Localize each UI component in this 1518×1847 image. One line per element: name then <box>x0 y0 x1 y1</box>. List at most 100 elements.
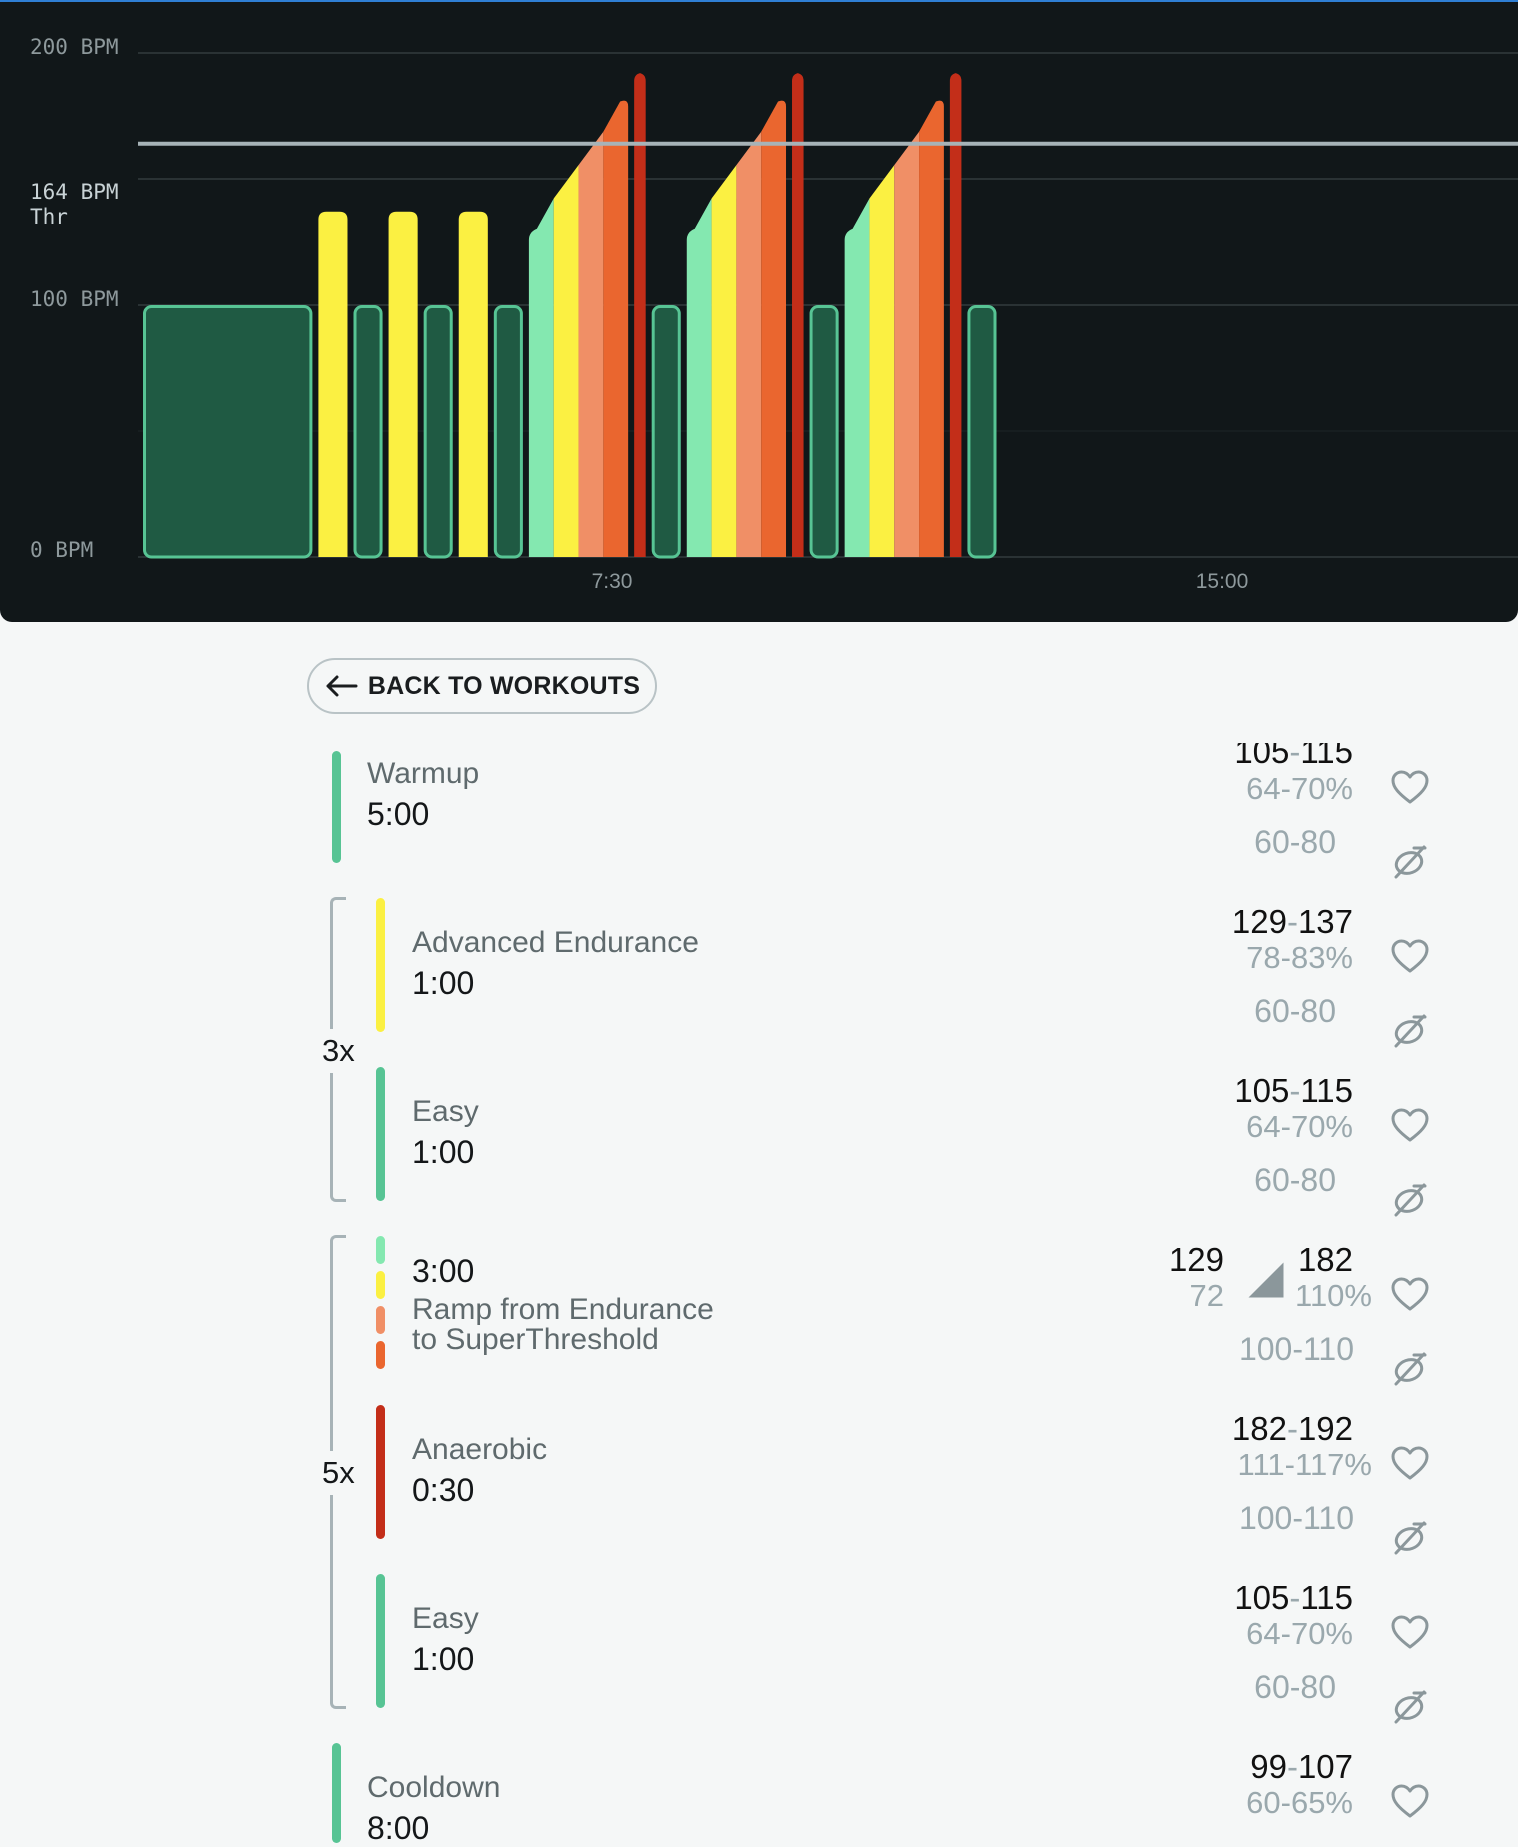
cadence-icon[interactable] <box>1390 1348 1430 1388</box>
ramp-segment-endurance <box>528 198 554 557</box>
heart-icon[interactable] <box>1390 1444 1430 1484</box>
advanced-endurance-bar <box>318 211 348 557</box>
advanced-endurance-cadence: 60-80 <box>1254 993 1336 1029</box>
back-to-workouts-button[interactable]: BACK TO WORKOUTS <box>307 658 657 714</box>
ramp-triangle-icon <box>1248 1262 1284 1298</box>
heart-icon[interactable] <box>1390 768 1430 808</box>
y-label-200: 200 BPM <box>30 35 119 59</box>
easy-hr-range: 105-115 <box>1234 1072 1353 1109</box>
warmup-color-bar <box>332 751 341 863</box>
easy-bar <box>967 305 997 559</box>
workout-chart-panel: 200 BPM 164 BPM Thr 100 BPM 0 BPM 7:30 1… <box>0 0 1518 622</box>
cooldown-name: Cooldown <box>367 1771 501 1804</box>
ramp-segment-superthreshold <box>603 100 629 557</box>
ramp-color-bar-superthreshold <box>376 1341 385 1369</box>
y-label-thr: Thr <box>30 205 68 229</box>
ramp-segment-endurance <box>844 198 870 557</box>
ramp-segment-advanced-endurance <box>553 165 579 557</box>
ramp-hr-end-percent: 110% <box>1295 1278 1372 1313</box>
advanced-endurance-duration: 1:00 <box>412 965 475 1001</box>
ramp-segment-superthreshold <box>919 100 944 557</box>
ramp-segment-superthreshold <box>761 100 787 557</box>
heart-icon[interactable] <box>1390 937 1430 977</box>
anaerobic-cadence: 100-110 <box>1238 1500 1354 1536</box>
anaerobic-hr-percent: 111-117% <box>1237 1447 1372 1482</box>
ramp-segment-advanced-endurance <box>711 165 737 557</box>
ramp-color-bar-advanced <box>376 1271 385 1299</box>
anaerobic-hr-range: 182-192 <box>1231 1410 1353 1447</box>
advanced-endurance-color-bar <box>376 898 385 1032</box>
cooldown-hr-percent: 60-65% <box>1246 1785 1353 1820</box>
ramp-name-line1: Ramp from Endurance <box>412 1293 714 1326</box>
workout-heart-rate-chart: 200 BPM 164 BPM Thr 100 BPM 0 BPM 7:30 1… <box>30 35 1518 593</box>
easy-cadence: 60-80 <box>1254 1669 1336 1705</box>
ramp-segment-threshold <box>736 131 762 557</box>
warmup-hr-percent: 64-70% <box>1246 771 1353 806</box>
ramp-hr-start: 129 <box>1168 1241 1224 1278</box>
anaerobic-color-bar <box>376 1405 385 1539</box>
advanced-endurance-hr-percent: 78-83% <box>1246 940 1353 975</box>
cadence-icon[interactable] <box>1390 1179 1430 1219</box>
easy-hr-percent: 64-70% <box>1246 1109 1353 1144</box>
ramp-segment-threshold <box>578 131 604 557</box>
cooldown-duration: 8:00 <box>367 1810 430 1846</box>
easy-bar <box>143 305 313 559</box>
cadence-icon[interactable] <box>1390 1686 1430 1726</box>
cadence-icon[interactable] <box>1390 1517 1430 1557</box>
heart-icon[interactable] <box>1390 1275 1430 1315</box>
easy-hr-percent: 64-70% <box>1246 1616 1353 1651</box>
anaerobic-bar <box>949 73 962 557</box>
easy-cadence: 60-80 <box>1254 1162 1336 1198</box>
easy-bar <box>423 305 453 559</box>
warmup-hr-range: 105-115 <box>1234 733 1353 770</box>
advanced-endurance-name: Advanced Endurance <box>412 926 699 959</box>
heart-icon[interactable] <box>1390 1782 1430 1822</box>
ramp-color-bar-threshold <box>376 1306 385 1334</box>
y-label-100: 100 BPM <box>30 287 119 311</box>
easy-hr-range: 105-115 <box>1234 1579 1353 1616</box>
cooldown-hr-range: 99-107 <box>1250 1748 1353 1785</box>
warmup-duration: 5:00 <box>367 796 430 832</box>
back-to-workouts-label: BACK TO WORKOUTS <box>367 671 641 700</box>
ramp-cadence: 100-110 <box>1238 1331 1354 1367</box>
ramp-hr-end: 182 <box>1297 1241 1353 1278</box>
top-accent-line <box>0 0 1518 2</box>
y-label-0: 0 BPM <box>30 538 93 562</box>
easy-bar <box>353 305 383 559</box>
advanced-endurance-bar <box>388 211 418 557</box>
x-label-7-30: 7:30 <box>592 570 633 593</box>
ramp-name-line2: to SuperThreshold <box>412 1323 659 1356</box>
ramp-hr-start-percent: 72 <box>1189 1278 1224 1313</box>
easy-bar <box>809 305 839 559</box>
easy-bar <box>493 305 523 559</box>
easy-duration: 1:00 <box>412 1134 475 1170</box>
easy-duration: 1:00 <box>412 1641 475 1677</box>
repeat-count-5x: 5x <box>322 1451 355 1495</box>
y-label-164: 164 BPM <box>30 180 119 204</box>
ramp-color-bar-endurance <box>376 1236 385 1264</box>
anaerobic-duration: 0:30 <box>412 1472 475 1508</box>
x-label-15-00: 15:00 <box>1196 570 1249 593</box>
advanced-endurance-hr-range: 129-137 <box>1231 903 1353 940</box>
heart-icon[interactable] <box>1390 1613 1430 1653</box>
anaerobic-bar <box>792 73 804 557</box>
ramp-segment-advanced-endurance <box>869 165 895 557</box>
easy-name: Easy <box>412 1095 479 1128</box>
anaerobic-bar <box>634 73 646 557</box>
easy-bar <box>651 305 681 559</box>
cadence-icon[interactable] <box>1390 1010 1430 1050</box>
easy-name: Easy <box>412 1602 479 1635</box>
ramp-segment-endurance <box>686 198 712 557</box>
warmup-name: Warmup <box>367 757 480 790</box>
warmup-cadence: 60-80 <box>1254 824 1336 860</box>
ramp-segment-threshold <box>894 131 920 557</box>
cooldown-color-bar <box>332 1743 341 1843</box>
ramp-duration: 3:00 <box>412 1253 475 1289</box>
easy-color-bar <box>376 1067 385 1201</box>
anaerobic-name: Anaerobic <box>412 1433 548 1466</box>
easy-color-bar <box>376 1574 385 1708</box>
advanced-endurance-bar <box>458 211 488 557</box>
heart-icon[interactable] <box>1390 1106 1430 1146</box>
repeat-count-3x: 3x <box>322 1029 355 1073</box>
cadence-icon[interactable] <box>1390 841 1430 881</box>
